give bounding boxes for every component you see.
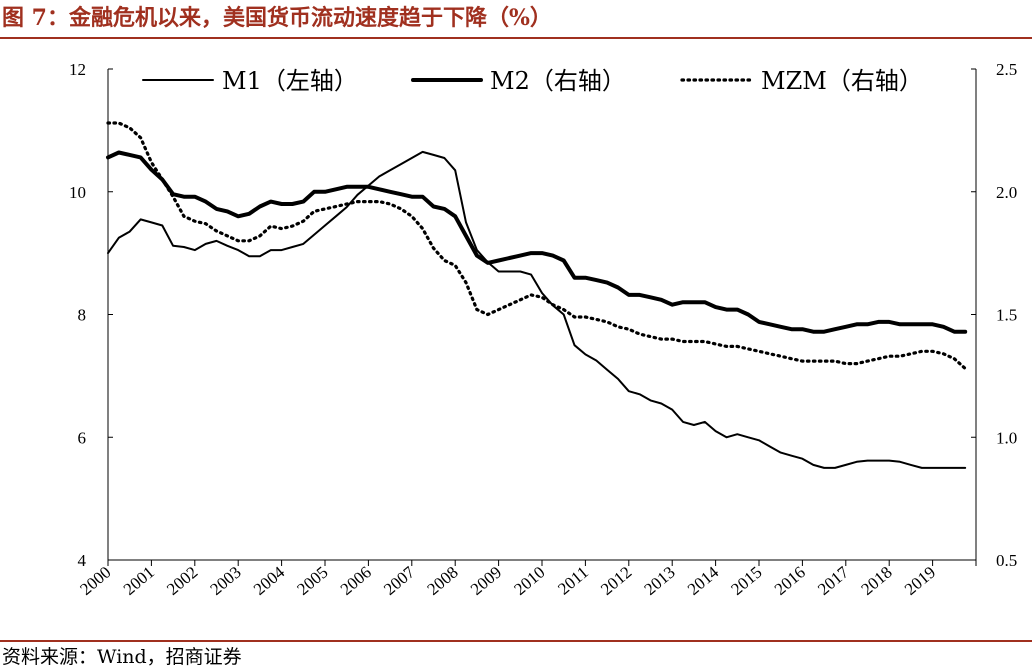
chart-legend: M1（左轴） M2（右轴） MZM（右轴）: [142, 67, 923, 95]
series-line-thick: [106, 150, 968, 334]
x-tick-label: 2008: [424, 563, 462, 599]
x-tick-label: 2015: [727, 563, 765, 599]
x-tick-label: 2017: [814, 562, 853, 599]
x-tick-label: 2003: [207, 563, 245, 599]
x-tick-label: 2018: [858, 563, 896, 599]
x-tick-label: 2004: [250, 562, 289, 599]
series-line-thin: [107, 150, 967, 469]
series-line-dotted: [106, 121, 967, 371]
x-tick-label: 2002: [163, 563, 201, 599]
source-note: 资料来源：Wind，招商证券: [2, 646, 242, 668]
right-tick-label: 1.5: [996, 306, 1017, 325]
legend-label: MZM（右轴）: [761, 67, 923, 95]
x-tick-label: 2014: [684, 562, 723, 599]
left-tick-label: 10: [69, 183, 86, 202]
chart-series-layer: [106, 121, 968, 469]
left-tick-label: 8: [78, 306, 87, 325]
left-tick-label: 4: [78, 551, 87, 570]
right-tick-label: 1.0: [996, 428, 1017, 447]
legend-label: M2（右轴）: [490, 67, 626, 95]
figure-title: 图 7：金融危机以来，美国货币流动速度趋于下降（%）: [2, 5, 552, 31]
x-tick-label: 2001: [120, 563, 158, 599]
x-tick-label: 2005: [293, 563, 331, 599]
x-tick-label: 2011: [554, 563, 592, 599]
x-tick-label: 2009: [467, 563, 505, 599]
x-tick-label: 2013: [641, 563, 679, 599]
x-tick-label: 2016: [771, 563, 809, 599]
left-tick-label: 12: [69, 60, 86, 79]
x-tick-label: 2019: [901, 563, 939, 599]
x-tick-label: 2010: [510, 563, 548, 599]
source-divider: [0, 640, 1032, 642]
right-tick-label: 2.0: [996, 183, 1017, 202]
x-tick-label: 2012: [597, 563, 635, 599]
title-divider: [0, 37, 1032, 39]
right-tick-label: 0.5: [996, 551, 1017, 570]
x-tick-label: 2006: [337, 563, 375, 599]
right-tick-label: 2.5: [996, 60, 1017, 79]
left-tick-label: 6: [78, 428, 87, 447]
legend-label: M1（左轴）: [222, 67, 358, 95]
x-tick-label: 2007: [380, 562, 419, 599]
